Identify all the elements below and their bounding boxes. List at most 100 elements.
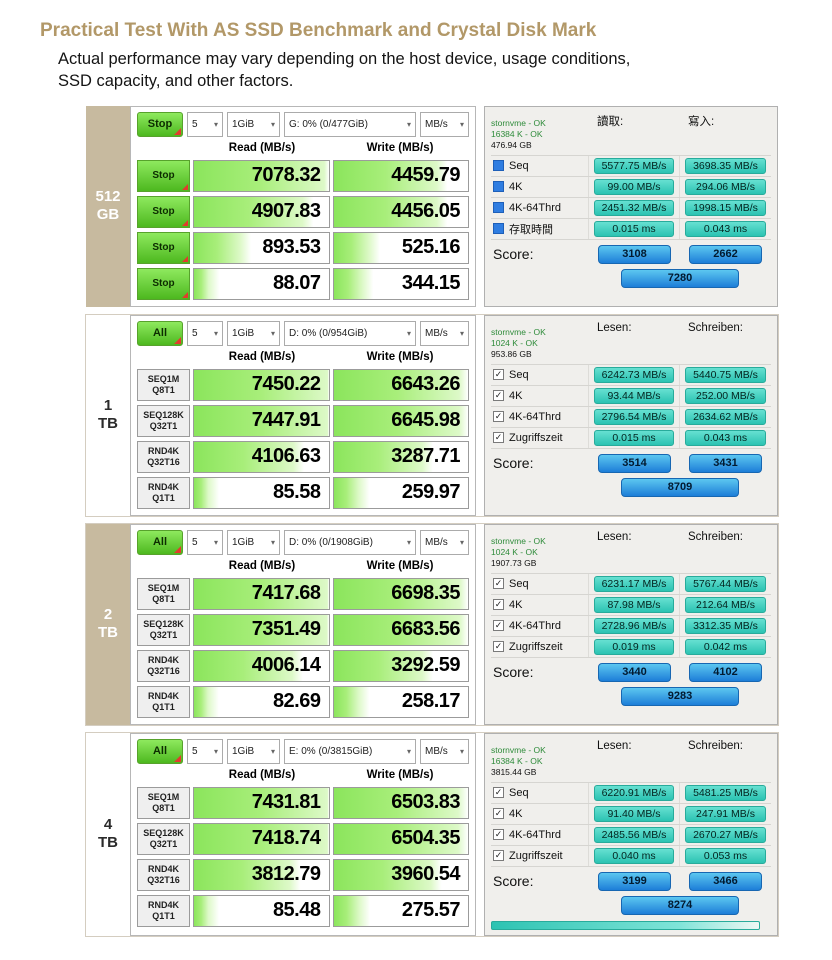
test-checkbox[interactable]: ✓ (493, 641, 504, 653)
cdm-write-value: 4459.79 (332, 159, 469, 192)
as-write-value: 212.64 MB/s (685, 596, 766, 613)
test-checkbox[interactable]: ✓ (493, 578, 504, 590)
test-checkbox[interactable]: ✓ (493, 369, 504, 381)
as-read-header: Lesen: (597, 530, 632, 543)
cdm-row-button[interactable]: RND4K Q1T1 (137, 894, 190, 927)
crystaldiskmark-window: All 5 ▾ 1GiB ▾ D: 0% (0/1908GiB) ▾ MB/s … (130, 523, 476, 725)
cdm-row-button[interactable]: Stop (137, 159, 190, 192)
as-read-value: 91.40 MB/s (594, 805, 674, 822)
cdm-row-button[interactable]: Stop (137, 231, 190, 264)
cdm-unit-select[interactable]: MB/s ▾ (420, 529, 469, 555)
cdm-run-count-select[interactable]: 5 ▾ (187, 738, 223, 764)
cdm-test-size-select[interactable]: 1GiB ▾ (227, 529, 280, 555)
cdm-test-size-select[interactable]: 1GiB ▾ (227, 320, 280, 346)
score-label: Score: (493, 455, 534, 472)
test-checkbox[interactable]: ✓ (493, 829, 504, 841)
cdm-column-headers: Read (MB/s) Write (MB/s) (137, 558, 469, 574)
driver-status: stornvme - OK (491, 117, 546, 128)
drive-capacity: 476.94 GB (491, 139, 532, 150)
cdm-run-button[interactable]: All (137, 320, 183, 346)
test-checkbox[interactable]: ✓ (493, 390, 504, 402)
cdm-run-button[interactable]: All (137, 738, 183, 764)
cdm-run-count-select[interactable]: 5 ▾ (187, 529, 223, 555)
as-ssd-window: stornvme - OK 16384 K - OK 3815.44 GB Le… (484, 732, 778, 936)
chevron-down-icon: ▾ (270, 746, 275, 756)
capacity-size: 2 (103, 606, 113, 624)
chevron-down-icon: ▾ (270, 119, 275, 129)
run-progress-triangle-icon (174, 127, 181, 135)
as-row: ✓ 4K-64Thrd 2485.56 MB/s 2670.27 MB/s (491, 824, 771, 846)
cdm-drive-value: G: 0% (0/477GiB) (289, 118, 368, 130)
as-write-score: 3466 (689, 871, 762, 891)
chevron-down-icon: ▾ (459, 537, 464, 547)
cdm-read-header: Read (MB/s) (228, 141, 296, 154)
test-checkbox[interactable]: ✓ (493, 808, 504, 820)
cdm-drive-select[interactable]: D: 0% (0/1908GiB) ▾ (284, 529, 416, 555)
test-checkbox[interactable] (493, 202, 504, 214)
test-checkbox[interactable]: ✓ (493, 411, 504, 423)
test-checkbox[interactable]: ✓ (493, 620, 504, 632)
cdm-row-button[interactable]: RND4K Q32T16 (137, 649, 190, 682)
cdm-row-button[interactable]: SEQ128K Q32T1 (137, 404, 190, 437)
benchmark-panel: 512 GB Stop 5 ▾ 1GiB ▾ G: 0% (0/477GiB) … (85, 104, 779, 308)
cdm-row-label-line2: Q8T1 (152, 593, 175, 604)
cdm-unit-select[interactable]: MB/s ▾ (420, 738, 469, 764)
cdm-row-button[interactable]: RND4K Q1T1 (137, 685, 190, 718)
as-write-value: 3312.35 MB/s (685, 617, 766, 634)
cdm-run-count-select[interactable]: 5 ▾ (187, 320, 223, 346)
cdm-row-button[interactable]: SEQ1M Q8T1 (137, 368, 190, 401)
capacity-label: 4 TB (86, 733, 130, 936)
cdm-drive-select[interactable]: E: 0% (0/3815GiB) ▾ (284, 738, 416, 764)
cdm-row-button[interactable]: SEQ128K Q32T1 (137, 613, 190, 646)
as-read-value: 6242.73 MB/s (594, 366, 674, 383)
cdm-write-value: 6683.56 (332, 613, 469, 646)
cdm-row-button[interactable]: RND4K Q32T16 (137, 858, 190, 891)
cdm-row-button[interactable]: SEQ128K Q32T1 (137, 822, 190, 855)
cdm-row-button[interactable]: RND4K Q32T16 (137, 440, 190, 473)
test-checkbox[interactable] (493, 160, 504, 172)
cdm-run-count-select[interactable]: 5 ▾ (187, 111, 223, 137)
cdm-drive-select[interactable]: G: 0% (0/477GiB) ▾ (284, 111, 416, 137)
test-checkbox[interactable]: ✓ (493, 850, 504, 862)
cdm-write-value: 3287.71 (332, 440, 469, 473)
cdm-row: SEQ1M Q8T1 7450.22 6643.26 (137, 368, 469, 401)
cdm-drive-select[interactable]: D: 0% (0/954GiB) ▾ (284, 320, 416, 346)
as-ssd-header: stornvme - OK 16384 K - OK 3815.44 GB Le… (491, 738, 771, 780)
cdm-write-value: 6503.83 (332, 786, 469, 819)
cdm-row-label-line1: RND4K (147, 690, 179, 701)
cdm-unit-select[interactable]: MB/s ▾ (420, 320, 469, 346)
test-checkbox[interactable]: ✓ (493, 787, 504, 799)
cdm-test-size-select[interactable]: 1GiB ▾ (227, 111, 280, 137)
as-read-value: 2451.32 MB/s (594, 199, 674, 216)
cdm-run-button[interactable]: Stop (137, 111, 183, 137)
cdm-unit-value: MB/s (425, 118, 448, 130)
chevron-down-icon: ▾ (213, 328, 218, 338)
alignment-status: 16384 K - OK (491, 755, 543, 766)
cdm-unit-select[interactable]: MB/s ▾ (420, 111, 469, 137)
test-checkbox[interactable] (493, 223, 504, 235)
alignment-status: 1024 K - OK (491, 337, 538, 348)
as-write-value: 294.06 MB/s (685, 178, 766, 195)
cdm-row-button[interactable]: SEQ1M Q8T1 (137, 786, 190, 819)
benchmark-panel: 1 TB All 5 ▾ 1GiB ▾ D: 0% (0/954GiB) ▾ M… (85, 313, 779, 517)
chevron-down-icon: ▾ (406, 746, 411, 756)
cdm-row-label-line1: SEQ128K (143, 618, 184, 629)
cdm-read-value: 4907.83 (193, 195, 330, 228)
cdm-run-count-value: 5 (192, 327, 198, 339)
capacity-unit: TB (98, 415, 118, 433)
cdm-test-size-value: 1GiB (232, 327, 255, 339)
cdm-row-button[interactable]: Stop (137, 267, 190, 300)
chevron-down-icon: ▾ (406, 119, 411, 129)
test-checkbox[interactable]: ✓ (493, 599, 504, 611)
cdm-row-button[interactable]: RND4K Q1T1 (137, 476, 190, 509)
cdm-run-button[interactable]: All (137, 529, 183, 555)
test-checkbox[interactable]: ✓ (493, 432, 504, 444)
cdm-read-header: Read (MB/s) (228, 768, 296, 781)
cdm-row-button[interactable]: Stop (137, 195, 190, 228)
chevron-down-icon: ▾ (459, 328, 464, 338)
cdm-write-value: 275.57 (332, 894, 469, 927)
test-checkbox[interactable] (493, 181, 504, 193)
cdm-row-button[interactable]: SEQ1M Q8T1 (137, 577, 190, 610)
cdm-test-size-select[interactable]: 1GiB ▾ (227, 738, 280, 764)
cdm-column-headers: Read (MB/s) Write (MB/s) (137, 140, 469, 156)
